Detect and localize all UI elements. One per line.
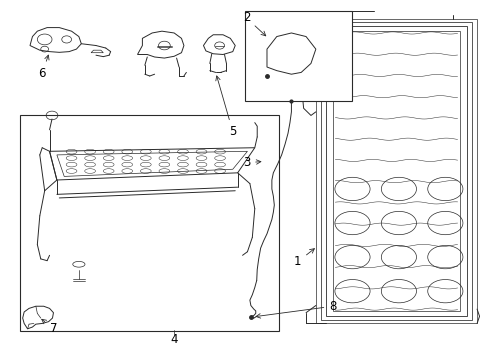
Text: 6: 6 bbox=[39, 55, 49, 80]
Text: 5: 5 bbox=[216, 76, 237, 138]
Text: 7: 7 bbox=[42, 319, 57, 335]
Text: 2: 2 bbox=[243, 12, 266, 36]
Bar bbox=[316, 19, 477, 323]
Bar bbox=[20, 116, 279, 330]
Bar bbox=[321, 22, 472, 320]
Bar bbox=[333, 31, 460, 311]
Bar bbox=[326, 26, 467, 316]
Bar bbox=[245, 12, 352, 101]
Text: 1: 1 bbox=[294, 249, 315, 268]
Text: 3: 3 bbox=[243, 156, 261, 169]
Text: 4: 4 bbox=[171, 333, 178, 346]
Text: 8: 8 bbox=[256, 300, 337, 318]
